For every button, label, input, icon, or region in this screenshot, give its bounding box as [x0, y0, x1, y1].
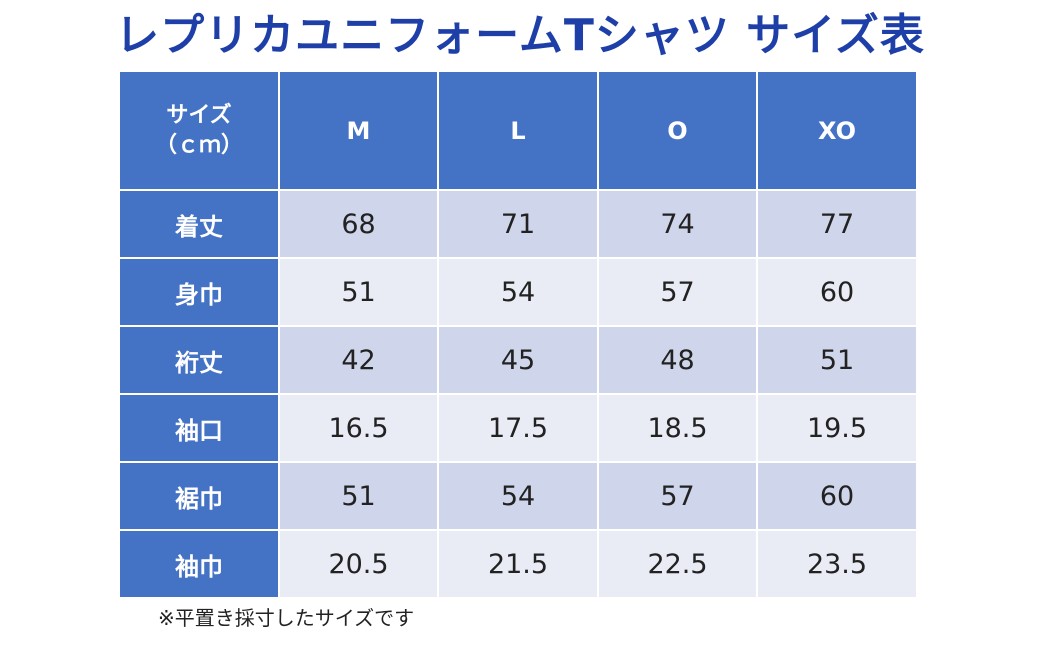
table-cell: 45 [437, 325, 599, 395]
page-title: レプリカユニフォームTシャツ サイズ表 [115, 10, 925, 61]
table-cell: 71 [437, 189, 599, 259]
row-label: 裄丈 [118, 325, 280, 395]
header-unit-label: （ｃｍ） [154, 132, 243, 158]
row-label: 着丈 [118, 189, 280, 259]
row-label: 裾巾 [118, 461, 280, 531]
table-cell: 57 [597, 257, 758, 327]
table-cell: 18.5 [597, 393, 758, 463]
size-table: サイズ （ｃｍ） M L O XO 着丈 68 71 74 77 身巾 51 5… [118, 70, 918, 599]
table-cell: 51 [278, 461, 439, 531]
row-label: 袖巾 [118, 529, 280, 599]
header-size-unit-cell: サイズ （ｃｍ） [118, 70, 280, 191]
table-cell: 19.5 [756, 393, 918, 463]
table-cell: 16.5 [278, 393, 439, 463]
table-row: 裄丈 42 45 48 51 [118, 325, 918, 395]
table-cell: 48 [597, 325, 758, 395]
measurement-note: ※平置き採寸したサイズです [158, 606, 415, 630]
column-header-xo: XO [756, 70, 918, 191]
table-cell: 51 [756, 325, 918, 395]
table-cell: 17.5 [437, 393, 599, 463]
column-header-l: L [437, 70, 599, 191]
row-label: 身巾 [118, 257, 280, 327]
table-cell: 23.5 [756, 529, 918, 599]
table-row: 袖口 16.5 17.5 18.5 19.5 [118, 393, 918, 463]
row-label: 袖口 [118, 393, 280, 463]
table-cell: 54 [437, 257, 599, 327]
table-cell: 74 [597, 189, 758, 259]
table-cell: 57 [597, 461, 758, 531]
table-cell: 51 [278, 257, 439, 327]
table-cell: 77 [756, 189, 918, 259]
table-row: 身巾 51 54 57 60 [118, 257, 918, 327]
header-row: サイズ （ｃｍ） M L O XO [118, 70, 918, 191]
table-cell: 20.5 [278, 529, 439, 599]
table-row: 裾巾 51 54 57 60 [118, 461, 918, 531]
column-header-o: O [597, 70, 758, 191]
column-header-m: M [278, 70, 439, 191]
table-cell: 21.5 [437, 529, 599, 599]
table-cell: 42 [278, 325, 439, 395]
table-cell: 22.5 [597, 529, 758, 599]
header-size-label: サイズ [166, 102, 232, 128]
table-cell: 68 [278, 189, 439, 259]
table-row: 袖巾 20.5 21.5 22.5 23.5 [118, 529, 918, 599]
table-cell: 54 [437, 461, 599, 531]
table-row: 着丈 68 71 74 77 [118, 189, 918, 259]
table-cell: 60 [756, 461, 918, 531]
table-cell: 60 [756, 257, 918, 327]
